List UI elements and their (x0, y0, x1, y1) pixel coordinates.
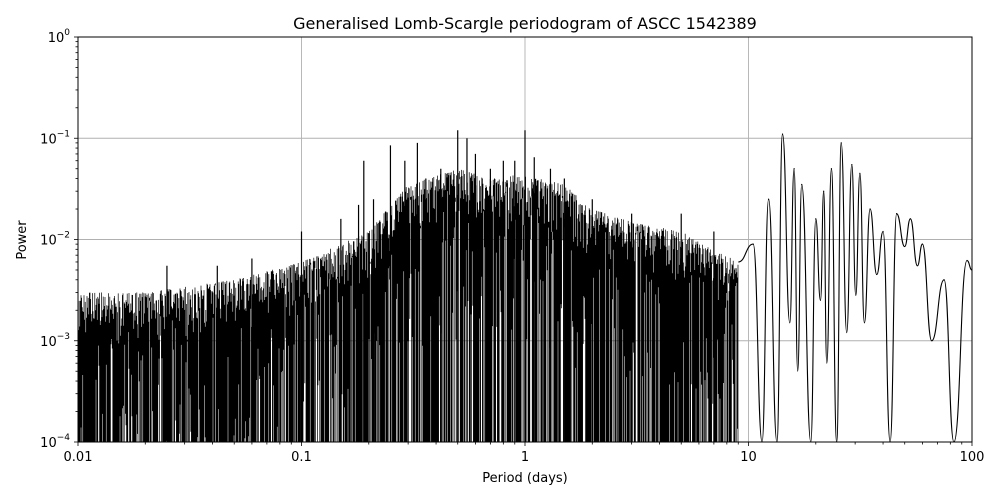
peak-point (851, 163, 853, 166)
peak-point (882, 230, 884, 233)
y-tick-label: 10−1 (40, 129, 70, 147)
peak-point (869, 208, 871, 210)
tick-layer: 0.01 0.1 1 10 100 10−4 10−3 10−2 10−1 100 (40, 28, 984, 465)
peak-point (896, 213, 898, 215)
y-tick-label: 10−4 (40, 433, 70, 451)
peak-point (859, 172, 861, 174)
x-tick-label: 10 (740, 450, 757, 465)
chart-title: Generalised Lomb-Scargle periodogram of … (293, 14, 757, 33)
y-tick-label: 10−3 (40, 332, 70, 350)
peak-point (801, 183, 803, 186)
peak-point (793, 168, 795, 170)
dense-signal-layer (77, 130, 739, 442)
peak-point (966, 259, 968, 262)
peak-point (830, 168, 833, 170)
peak-point (767, 198, 770, 200)
x-axis-label: Period (days) (482, 471, 568, 486)
peak-point (943, 279, 945, 281)
peak-point (823, 190, 825, 192)
long-period-series-line (738, 133, 973, 443)
peak-point (909, 218, 911, 220)
peak-point (752, 243, 754, 245)
x-tick-label: 0.01 (64, 450, 93, 465)
peak-point (815, 218, 817, 220)
x-tick-label: 1 (521, 450, 529, 465)
series-layer (738, 133, 973, 443)
y-axis-label: Power (15, 220, 30, 260)
peak-point (840, 142, 842, 144)
x-tick-label: 100 (960, 450, 985, 465)
y-tick-label: 100 (48, 28, 71, 46)
x-tick-label: 0.1 (291, 450, 312, 465)
peak-point (781, 133, 784, 135)
peak-point (921, 243, 924, 245)
y-tick-label: 10−2 (40, 231, 70, 249)
